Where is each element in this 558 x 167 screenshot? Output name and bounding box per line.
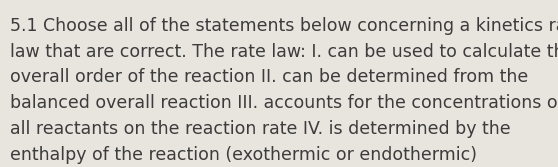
Text: all reactants on the reaction rate IV. is determined by the: all reactants on the reaction rate IV. i… xyxy=(10,120,511,138)
Text: law that are correct. The rate law: I. can be used to calculate the: law that are correct. The rate law: I. c… xyxy=(10,43,558,61)
Text: overall order of the reaction II. can be determined from the: overall order of the reaction II. can be… xyxy=(10,68,528,87)
Text: balanced overall reaction III. accounts for the concentrations of: balanced overall reaction III. accounts … xyxy=(10,94,558,112)
Text: 5.1 Choose all of the statements below concerning a kinetics rate: 5.1 Choose all of the statements below c… xyxy=(10,17,558,35)
Text: enthalpy of the reaction (exothermic or endothermic): enthalpy of the reaction (exothermic or … xyxy=(10,146,477,164)
